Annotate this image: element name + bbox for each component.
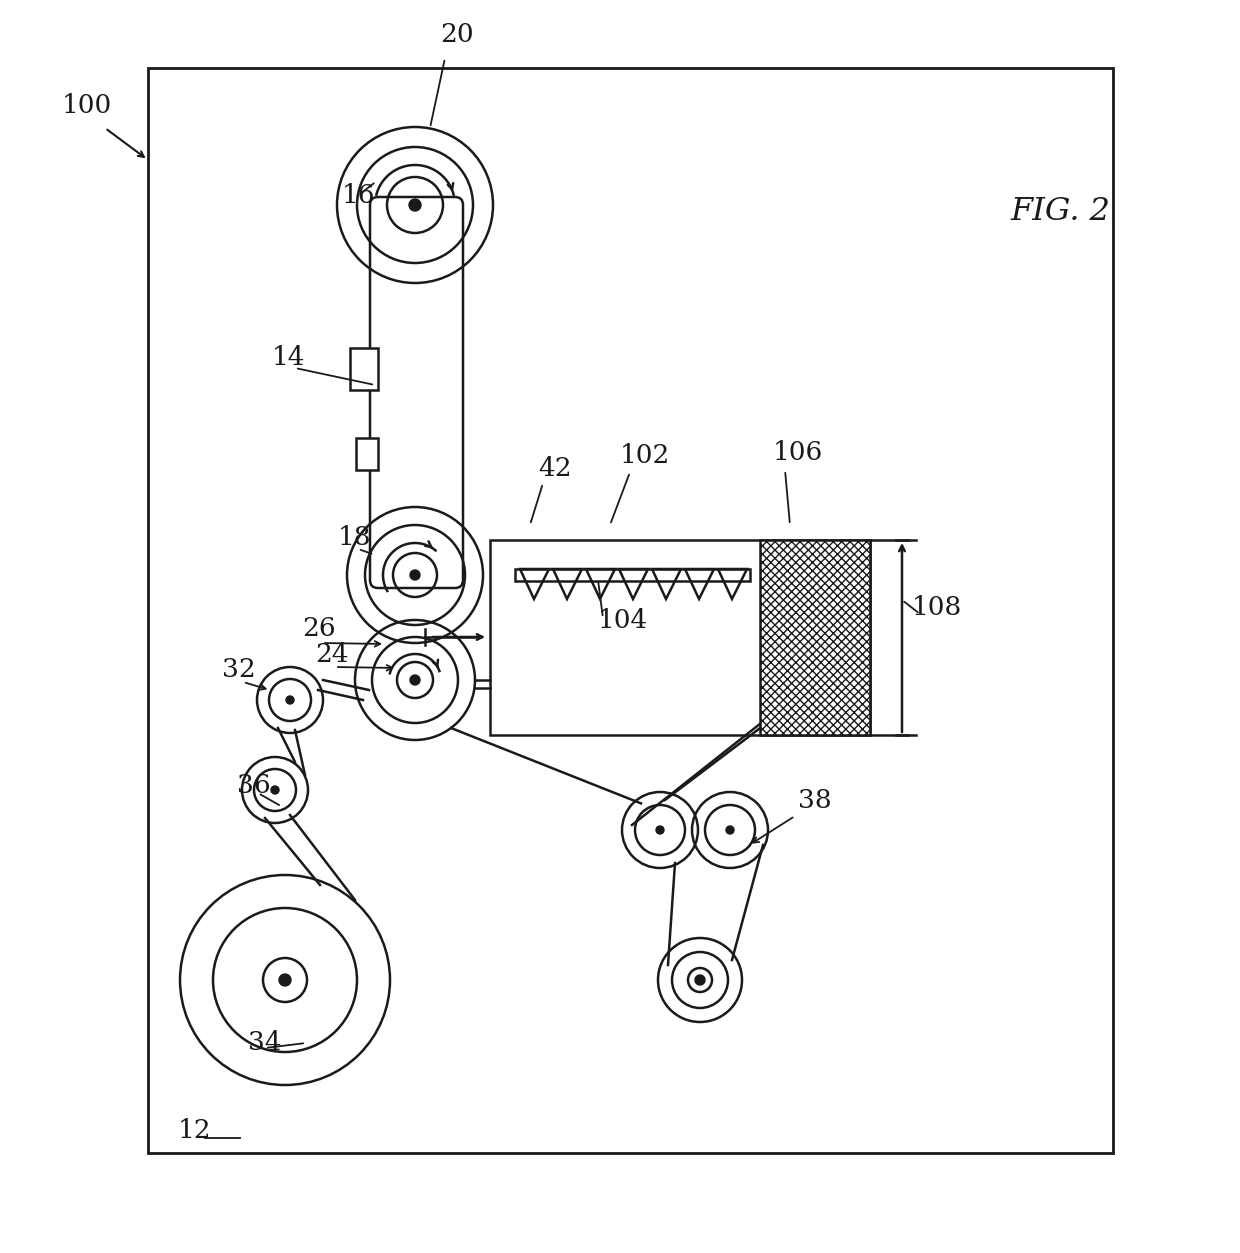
Circle shape [694,975,706,985]
Text: 100: 100 [62,93,113,118]
Text: 36: 36 [237,773,270,798]
Bar [490,540,870,736]
Circle shape [410,675,420,685]
Text: 102: 102 [620,444,671,469]
Circle shape [409,199,422,211]
Text: 104: 104 [598,608,649,633]
Text: 14: 14 [272,345,305,370]
Text: 20: 20 [440,23,474,48]
Circle shape [286,695,294,704]
Text: 12: 12 [179,1118,212,1143]
Text: 24: 24 [315,642,348,667]
Circle shape [410,570,420,580]
Circle shape [656,826,663,834]
Bar [760,540,870,736]
Text: FIG. 2: FIG. 2 [1011,195,1110,227]
Text: 18: 18 [339,525,372,550]
Bar [350,347,378,390]
Bar [148,68,1114,1153]
Text: 32: 32 [222,657,255,682]
Text: 108: 108 [911,595,962,620]
Text: 106: 106 [773,440,823,465]
Text: 26: 26 [303,616,336,642]
Text: 38: 38 [799,788,832,813]
FancyBboxPatch shape [370,197,463,588]
Text: 16: 16 [342,183,376,208]
Bar [356,437,378,470]
Bar [515,569,750,581]
Text: 34: 34 [248,1030,281,1055]
Circle shape [272,786,279,794]
Circle shape [279,974,291,986]
Text: 42: 42 [538,456,572,481]
Circle shape [725,826,734,834]
